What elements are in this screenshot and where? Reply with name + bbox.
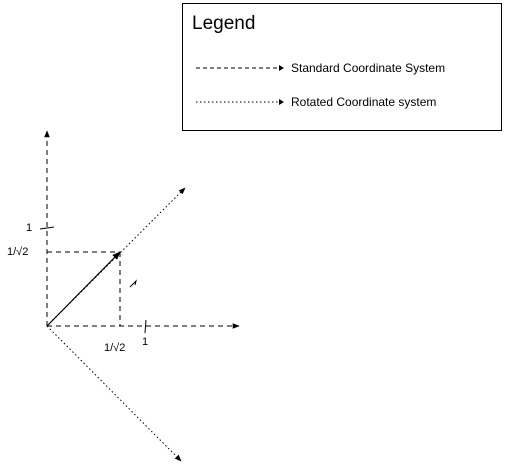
dashed-line-swatch	[196, 65, 284, 71]
legend: Legend Standard Coordinate System Rotate…	[182, 3, 502, 131]
y-tick-label-one: 1	[26, 222, 33, 234]
y-tick-label-inv-sqrt2: 1/√2	[7, 246, 29, 258]
legend-item-rotated: Rotated Coordinate system	[195, 92, 436, 112]
legend-title: Legend	[192, 13, 256, 34]
legend-item-standard: Standard Coordinate System	[195, 58, 445, 78]
x-tick-label-one: 1	[142, 336, 149, 348]
dotted-line-swatch	[196, 99, 284, 105]
y-tick-one	[39, 226, 55, 230]
vector-annotation-mark	[129, 279, 137, 288]
unit-vector	[46, 251, 121, 327]
legend-label-rotated: Rotated Coordinate system	[291, 95, 437, 109]
legend-label-standard: Standard Coordinate System	[291, 61, 446, 75]
x-tick-one	[144, 319, 147, 334]
x-tick-label-inv-sqrt2: 1/√2	[104, 342, 126, 354]
